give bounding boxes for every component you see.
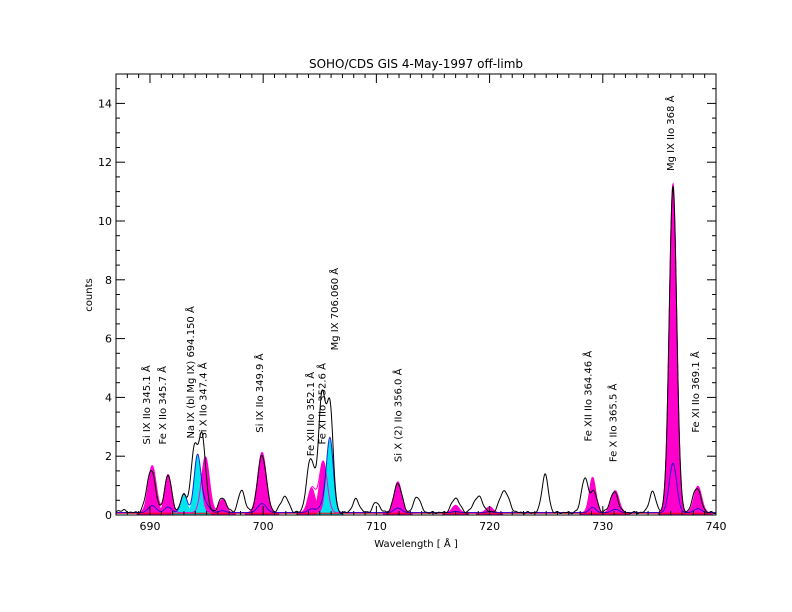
x-tick-label: 720 — [479, 520, 500, 533]
line-label: Na IX (bl Mg IX) 694.150 Å — [184, 306, 197, 439]
chart-title: SOHO/CDS GIS 4-May-1997 off-limb — [309, 57, 523, 71]
magenta-fit-1 — [154, 474, 182, 515]
y-tick-label: 6 — [105, 333, 112, 346]
y-axis: 0 2 4 6 8 10 12 14 — [98, 97, 716, 522]
line-label: Si X IIo 347.4 Å — [197, 362, 210, 438]
magenta-fit-4 — [244, 452, 280, 515]
y-tick-label: 4 — [105, 391, 112, 404]
blue-fit-line — [116, 436, 716, 514]
x-axis-label: Wavelength [ Å ] — [374, 537, 458, 550]
line-label: Fe XI IIo 352.6 Å — [315, 363, 328, 445]
y-tick-label: 8 — [105, 274, 112, 287]
magenta-fit-12 — [658, 183, 688, 515]
line-label: Fe X IIo 365.5 Å — [606, 384, 619, 463]
magenta-fit-13 — [682, 486, 713, 515]
y-tick-label: 12 — [98, 156, 112, 169]
x-axis: 690 700 710 720 730 740 — [139, 74, 727, 533]
magenta-fit-11 — [600, 490, 631, 515]
line-label: Fe XII IIo 364.46 Å — [581, 351, 594, 442]
magenta-fit-2 — [189, 456, 222, 515]
cyan-fit-1 — [183, 455, 212, 515]
fit-fills — [136, 183, 713, 515]
minor-ticks — [115, 73, 716, 515]
magenta-fit-6 — [307, 461, 340, 515]
y-tick-label: 0 — [105, 509, 112, 522]
line-label: Si IX IIo 349.9 Å — [253, 353, 266, 432]
spectrum-curves — [115, 182, 717, 515]
line-label: Mg IX 706.060 Å — [328, 268, 341, 351]
magenta-fit-7 — [382, 481, 413, 515]
line-label: Fe XII IIo 352.1 Å — [304, 372, 317, 456]
magenta-fit-10 — [579, 477, 606, 515]
line-label: Fe XI IIo 369.1 Å — [689, 351, 702, 433]
cyan-fit-0 — [171, 493, 197, 515]
cyan-fit-2 — [316, 439, 344, 515]
observed-spectrum — [115, 185, 717, 515]
magenta-fit-0 — [136, 465, 169, 515]
x-tick-label: 690 — [139, 520, 160, 533]
y-axis-label: counts — [84, 278, 95, 311]
plot-frame — [115, 73, 717, 516]
x-tick-label: 740 — [706, 520, 727, 533]
y-tick-label: 14 — [98, 97, 112, 110]
line-label: Fe X IIo 345.7 Å — [156, 366, 169, 445]
y-tick-label: 2 — [105, 450, 112, 463]
x-tick-label: 700 — [253, 520, 274, 533]
line-label: Mg IX IIo 368 Å — [664, 95, 677, 171]
line-label: Si IX IIo 345.1 Å — [140, 365, 153, 444]
x-tick-label: 710 — [366, 520, 387, 533]
line-labels: Si IX IIo 345.1 Å Fe X IIo 345.7 Å Na IX (… — [140, 95, 702, 462]
y-tick-label: 10 — [98, 215, 112, 228]
magenta-fit-5 — [296, 487, 327, 515]
line-label: Si X (2) IIo 356.0 Å — [391, 368, 404, 462]
plot-area — [115, 182, 717, 515]
x-tick-label: 730 — [592, 520, 613, 533]
